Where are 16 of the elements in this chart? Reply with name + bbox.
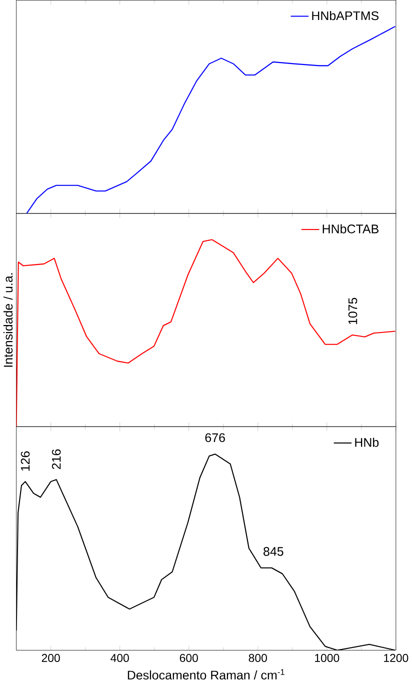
x-tick-label: 400 bbox=[110, 654, 129, 662]
annotation: 126 bbox=[20, 451, 30, 471]
annotation: 845 bbox=[263, 547, 284, 556]
x-tick-label: 200 bbox=[42, 654, 60, 662]
x-tick-label: 800 bbox=[248, 654, 267, 662]
y-axis-title: Intensidade / u.a. bbox=[3, 273, 13, 367]
annotation: 676 bbox=[205, 433, 225, 442]
x-axis-title: Deslocamento Raman / cm$^{-1}$ bbox=[128, 669, 284, 680]
annotation: 1075 bbox=[348, 298, 358, 324]
legend-label: HNbCTAB bbox=[322, 224, 378, 234]
legend-label: HNb bbox=[355, 438, 379, 447]
annotation: 216 bbox=[52, 449, 61, 470]
x-tick-label: 1200 bbox=[384, 654, 408, 662]
x-tick-label: 1000 bbox=[314, 654, 340, 662]
x-tick-label: 600 bbox=[180, 654, 198, 662]
legend-label: HNbAPTMS bbox=[312, 10, 378, 20]
